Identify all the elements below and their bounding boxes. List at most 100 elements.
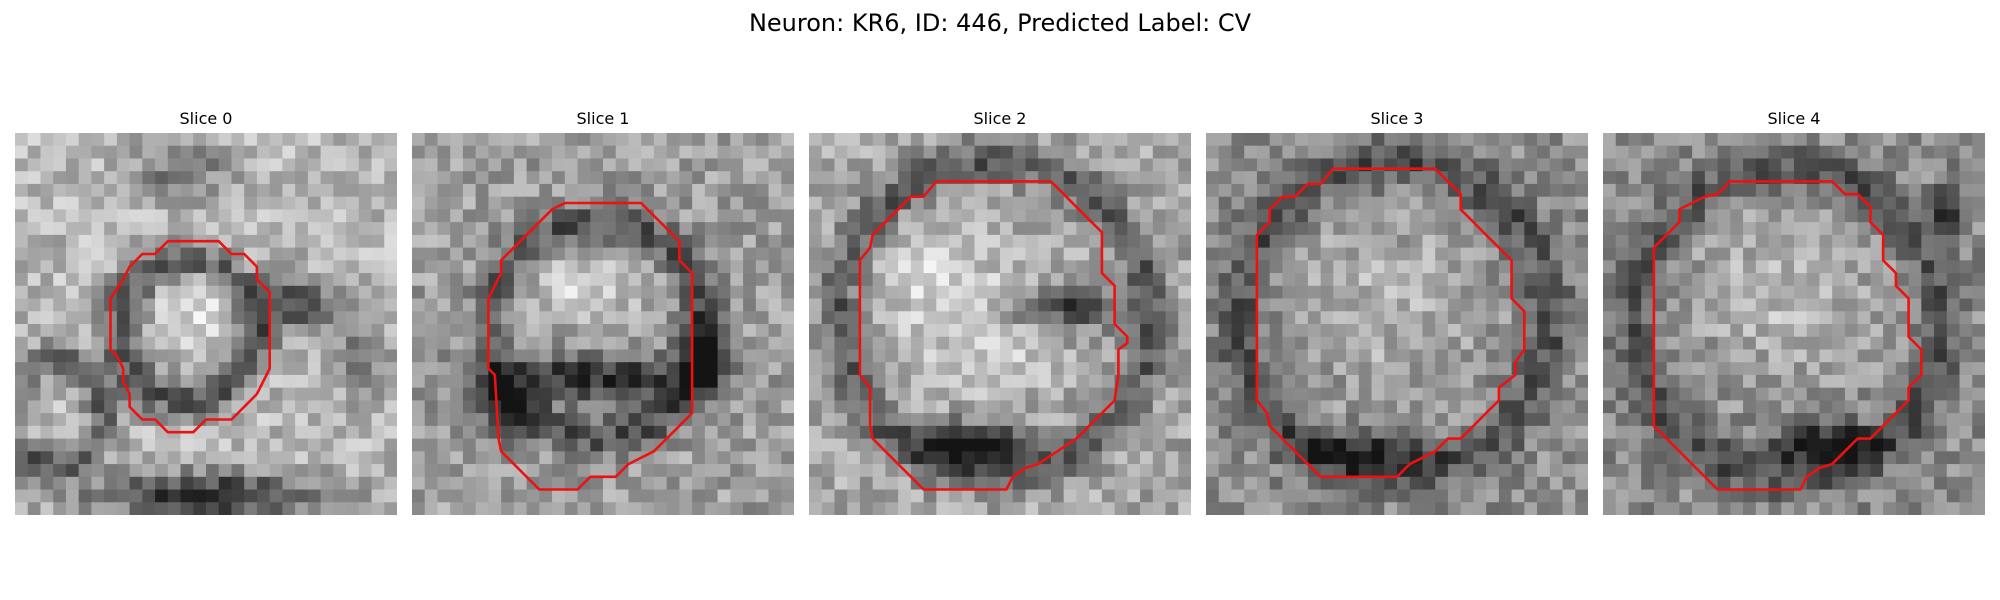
image-pixel [412,476,426,490]
image-pixel [1666,362,1680,376]
image-pixel [847,438,861,452]
image-pixel [1641,209,1655,223]
image-pixel [206,273,220,287]
image-pixel [256,196,271,210]
image-pixel [231,183,245,198]
image-pixel [847,247,861,261]
image-pixel [1908,247,1922,261]
image-pixel [218,425,232,439]
image-pixel [1012,158,1026,172]
image-pixel [333,400,347,414]
image-pixel [1603,273,1617,287]
image-pixel [231,260,245,274]
image-pixel [821,324,835,338]
image-pixel [961,260,975,274]
image-pixel [1641,273,1655,287]
image-pixel [539,298,553,312]
image-pixel [282,183,296,198]
image-pixel [1152,311,1166,325]
image-pixel [1218,222,1232,236]
image-pixel [91,387,105,401]
image-pixel [65,273,80,287]
image-pixel [269,349,283,363]
image-pixel [615,183,629,198]
image-pixel [1371,464,1385,478]
image-pixel [1063,387,1077,401]
image-pixel [1038,400,1052,414]
image-pixel [1743,374,1757,389]
image-pixel [142,464,156,478]
image-pixel [1435,324,1449,338]
image-pixel [1178,502,1191,515]
image-pixel [27,158,41,172]
image-pixel [768,171,782,185]
image-pixel [987,413,1001,427]
image-pixel [1819,298,1833,312]
image-pixel [1603,145,1617,159]
image-pixel [1231,451,1245,465]
image-pixel [1562,158,1576,172]
image-pixel [1282,349,1296,363]
image-pixel [269,285,283,299]
image-pixel [1768,349,1782,363]
image-pixel [1178,349,1191,363]
image-pixel [1320,260,1334,274]
image-pixel [1333,196,1347,210]
image-pixel [1794,183,1808,198]
image-pixel [1076,234,1090,248]
image-pixel [269,476,283,490]
image-pixel [231,489,245,503]
image-pixel [1743,247,1757,261]
image-pixel [307,336,321,350]
image-pixel [1460,145,1474,159]
image-pixel [206,349,220,363]
image-pixel [1498,349,1512,363]
image-pixel [755,502,769,515]
image-pixel [1575,234,1588,248]
image-pixel [1511,451,1525,465]
image-pixel [809,183,823,198]
image-pixel [1921,158,1935,172]
image-pixel [513,362,527,376]
image-pixel [1628,489,1642,503]
image-pixel [307,438,321,452]
image-pixel [1844,489,1859,503]
image-pixel [526,196,540,210]
image-pixel [475,222,489,236]
image-pixel [1371,349,1385,363]
image-pixel [371,171,385,185]
image-pixel [859,285,874,299]
image-pixel [193,183,207,198]
image-pixel [1307,260,1321,274]
image-pixel [78,273,92,287]
image-pixel [1549,502,1563,515]
image-pixel [346,349,360,363]
image-pixel [755,247,769,261]
image-pixel [1282,476,1296,490]
image-pixel [1666,234,1680,248]
image-pixel [384,311,397,325]
image-pixel [1524,133,1538,147]
image-pixel [40,400,54,414]
image-pixel [1743,285,1757,299]
image-pixel [1972,285,1985,299]
image-pixel [27,311,41,325]
image-pixel [628,476,642,490]
image-pixel [1165,349,1179,363]
image-pixel [437,336,451,350]
image-pixel [155,451,169,465]
image-pixel [1295,387,1309,401]
image-pixel [346,311,360,325]
image-pixel [1549,451,1563,465]
image-pixel [155,489,169,503]
image-pixel [40,387,54,401]
image-pixel [526,273,540,287]
image-pixel [1244,260,1258,274]
image-pixel [847,158,861,172]
image-pixel [488,476,502,490]
image-pixel [1743,476,1757,490]
image-pixel [539,260,553,274]
image-pixel [768,247,782,261]
image-pixel [1832,336,1846,350]
image-pixel [1295,413,1309,427]
